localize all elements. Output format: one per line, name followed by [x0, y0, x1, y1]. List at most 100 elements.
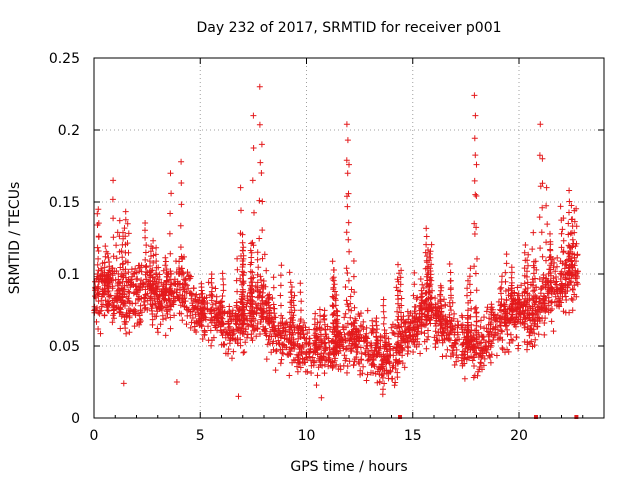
- data-point: [135, 286, 142, 293]
- data-point: [109, 272, 116, 279]
- data-point: [321, 361, 328, 368]
- data-point: [259, 227, 266, 234]
- data-point: [432, 340, 439, 347]
- data-point: [569, 307, 576, 314]
- data-point: [230, 326, 237, 333]
- data-point: [395, 313, 402, 320]
- data-point: [513, 334, 520, 340]
- data-point: [95, 298, 102, 305]
- data-point: [342, 337, 349, 344]
- data-point: [384, 348, 391, 355]
- data-point: [364, 371, 371, 378]
- data-point: [488, 301, 495, 308]
- data-point: [543, 184, 550, 191]
- data-point: [398, 267, 405, 274]
- data-point: [365, 348, 371, 354]
- data-point: [421, 338, 428, 345]
- data-point: [345, 306, 352, 313]
- data-point: [126, 289, 133, 296]
- data-point: [133, 276, 140, 283]
- data-point: [363, 324, 370, 331]
- data-point: [110, 253, 117, 260]
- data-point: [142, 286, 149, 293]
- data-point: [120, 380, 127, 387]
- data-point: [285, 352, 292, 358]
- data-point: [371, 363, 378, 370]
- data-point: [357, 344, 364, 351]
- data-point: [363, 343, 370, 349]
- data-point: [288, 304, 295, 311]
- data-point: [162, 332, 169, 339]
- data-point: [311, 326, 318, 333]
- data-point: [119, 272, 126, 279]
- data-point: [258, 306, 265, 313]
- data-point: [498, 284, 505, 291]
- data-point: [96, 308, 103, 315]
- data-point: [330, 324, 337, 331]
- data-point: [560, 237, 567, 244]
- data-point: [494, 318, 500, 325]
- data-point: [395, 300, 401, 307]
- data-point: [236, 305, 243, 312]
- data-point: [333, 318, 340, 325]
- data-point: [344, 363, 351, 370]
- data-point: [531, 301, 538, 308]
- data-point: [414, 338, 421, 345]
- data-point: [428, 241, 435, 248]
- data-point: [571, 262, 578, 269]
- data-point: [238, 327, 245, 334]
- data-point: [427, 265, 433, 272]
- data-point: [418, 287, 425, 294]
- data-point: [522, 242, 529, 248]
- data-point: [554, 254, 561, 261]
- data-point: [106, 259, 113, 265]
- data-point: [309, 354, 316, 361]
- data-point: [573, 293, 580, 300]
- data-point: [557, 270, 564, 277]
- data-point: [167, 271, 174, 277]
- data-point: [413, 331, 420, 338]
- data-point: [357, 371, 364, 378]
- data-point: [572, 275, 579, 282]
- data-point: [266, 340, 273, 347]
- data-point: [234, 255, 241, 262]
- data-point: [438, 308, 445, 315]
- data-point: [113, 242, 120, 249]
- data-point: [329, 303, 336, 310]
- data-point: [167, 250, 174, 257]
- data-point: [124, 240, 131, 247]
- data-point: [240, 244, 247, 251]
- data-point: [403, 318, 410, 325]
- data-point: [428, 314, 435, 321]
- data-point: [358, 310, 364, 317]
- data-point: [124, 298, 131, 305]
- data-point: [95, 206, 102, 213]
- data-point: [248, 259, 255, 266]
- data-point: [233, 299, 240, 306]
- data-point: [346, 358, 353, 365]
- data-point: [199, 336, 206, 342]
- data-point: [247, 303, 254, 310]
- data-point: [261, 251, 268, 258]
- data-point: [131, 323, 138, 330]
- data-point: [311, 348, 318, 355]
- data-point: [294, 363, 300, 370]
- data-point: [233, 277, 240, 284]
- data-point: [219, 276, 226, 282]
- data-point: [258, 277, 264, 283]
- data-point: [311, 316, 318, 322]
- data-point: [238, 311, 245, 318]
- data-point: [549, 306, 555, 312]
- data-point: [543, 275, 550, 282]
- data-point: [477, 340, 483, 347]
- data-point: [348, 345, 355, 352]
- y-tick-label: 0.2: [58, 123, 80, 139]
- data-point: [270, 318, 277, 325]
- data-point: [141, 294, 148, 301]
- data-point: [239, 258, 246, 264]
- data-point: [554, 263, 560, 270]
- data-point: [433, 315, 439, 322]
- data-point: [198, 300, 205, 307]
- data-point: [142, 264, 149, 271]
- data-point: [95, 248, 102, 254]
